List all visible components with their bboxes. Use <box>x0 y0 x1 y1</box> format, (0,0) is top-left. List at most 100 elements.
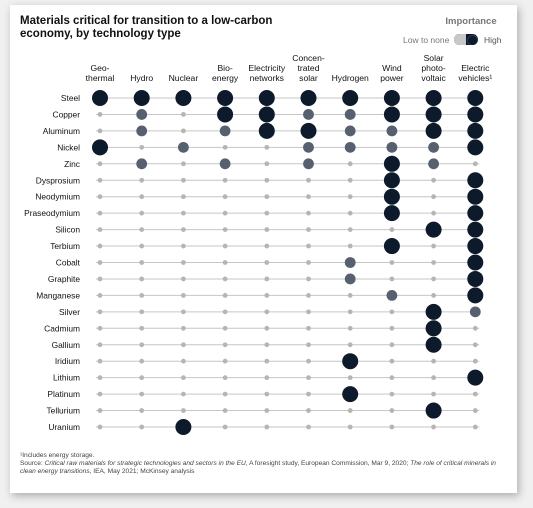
dot-manganese-7 <box>386 290 398 301</box>
dot-steel-9 <box>467 90 484 106</box>
dot-zinc-5 <box>303 158 314 170</box>
dot-neodymium-6 <box>347 194 353 200</box>
dot-steel-6 <box>342 90 359 106</box>
row-steel: Steel <box>61 90 484 106</box>
dot-zinc-6 <box>347 161 353 167</box>
dot-cadmium-2 <box>181 325 186 331</box>
dot-aluminum-8 <box>425 122 442 139</box>
dot-tellurium-2 <box>181 408 186 413</box>
dot-platinum-4 <box>264 391 270 397</box>
dot-steel-8 <box>425 90 442 106</box>
dot-aluminum-0 <box>97 128 103 134</box>
dot-neodymium-0 <box>97 194 103 200</box>
dot-dysprosium-5 <box>306 177 311 183</box>
dot-silver-9 <box>469 306 481 318</box>
dot-platinum-3 <box>222 391 228 397</box>
dot-gallium-2 <box>181 342 186 348</box>
dot-aluminum-6 <box>344 125 356 137</box>
dot-silicon-1 <box>139 227 145 233</box>
dot-terbium-4 <box>264 243 270 249</box>
dot-cobalt-9 <box>467 254 484 271</box>
dot-manganese-0 <box>97 293 103 298</box>
row-label: Cadmium <box>44 323 80 333</box>
dot-platinum-0 <box>97 391 103 397</box>
dot-dysprosium-1 <box>139 177 145 183</box>
dot-steel-4 <box>258 90 275 106</box>
dot-lithium-9 <box>467 369 484 386</box>
dot-manganese-9 <box>467 287 484 304</box>
dot-cadmium-1 <box>139 325 145 331</box>
dot-graphite-4 <box>264 276 270 282</box>
dot-dysprosium-7 <box>383 172 400 189</box>
dot-zinc-4 <box>264 161 270 167</box>
row-label: Uranium <box>48 422 80 432</box>
dot-platinum-1 <box>139 391 145 397</box>
row-praseodymium: Praseodymium <box>24 205 484 222</box>
column-header-3: Bio-energy <box>212 63 239 83</box>
dot-dysprosium-6 <box>347 177 353 183</box>
row-gallium: Gallium <box>52 336 480 353</box>
dot-neodymium-1 <box>139 194 145 200</box>
dot-dysprosium-2 <box>181 177 186 183</box>
dot-uranium-3 <box>222 424 228 430</box>
dot-nickel-3 <box>222 144 228 150</box>
dot-silicon-5 <box>306 227 311 233</box>
dot-neodymium-4 <box>264 194 270 200</box>
dot-cobalt-6 <box>344 257 356 268</box>
dot-terbium-5 <box>306 243 311 249</box>
dot-copper-4 <box>258 106 275 123</box>
dot-graphite-5 <box>306 276 311 282</box>
dot-copper-1 <box>136 109 148 120</box>
row-tellurium: Tellurium <box>46 402 480 419</box>
dot-manganese-5 <box>306 293 311 298</box>
dot-tellurium-5 <box>306 408 311 413</box>
row-label: Copper <box>53 109 81 119</box>
dot-nickel-6 <box>344 141 356 153</box>
dot-silver-8 <box>425 303 442 320</box>
dot-silver-1 <box>139 309 145 315</box>
chart-card: Materials critical for transition to a l… <box>10 5 517 493</box>
column-header-9: Electric vehicles¹ <box>458 63 492 83</box>
dot-silver-3 <box>222 309 228 315</box>
column-header-6: Hydrogen <box>332 73 369 83</box>
dot-steel-3 <box>217 90 234 106</box>
dot-cobalt-0 <box>97 260 103 265</box>
row-platinum: Platinum <box>47 386 480 403</box>
dot-nickel-0 <box>92 139 108 156</box>
row-label: Lithium <box>53 373 80 383</box>
legend-scale-icon <box>454 34 478 45</box>
dot-iridium-8 <box>431 358 436 364</box>
dot-copper-5 <box>303 109 314 120</box>
dot-terbium-0 <box>97 243 103 249</box>
dot-platinum-9 <box>472 391 478 397</box>
row-label: Graphite <box>48 274 80 284</box>
row-dysprosium: Dysprosium <box>36 172 484 189</box>
dot-neodymium-9 <box>467 188 484 205</box>
dot-cadmium-3 <box>222 325 228 331</box>
row-label: Manganese <box>36 290 80 300</box>
dot-graphite-6 <box>344 273 356 285</box>
dot-praseodymium-7 <box>383 205 400 222</box>
row-label: Dysprosium <box>36 175 80 185</box>
legend-high-label: High <box>484 35 502 45</box>
chart-title: Materials critical for transition to a l… <box>20 15 273 40</box>
dot-neodymium-2 <box>181 194 186 200</box>
dot-neodymium-8 <box>431 194 436 200</box>
dot-zinc-8 <box>428 158 439 170</box>
row-label: Terbium <box>50 241 80 251</box>
dot-terbium-9 <box>467 238 484 255</box>
dot-dysprosium-4 <box>264 177 270 183</box>
dot-neodymium-7 <box>383 188 400 205</box>
row-label: Cobalt <box>56 258 81 268</box>
dot-iridium-9 <box>472 358 478 364</box>
dot-steel-0 <box>92 90 108 106</box>
dot-nickel-7 <box>386 141 398 153</box>
dot-zinc-1 <box>136 158 148 170</box>
legend-low-label: Low to none <box>403 35 450 45</box>
dot-gallium-4 <box>264 342 270 348</box>
row-label: Tellurium <box>46 406 80 416</box>
dot-aluminum-5 <box>300 122 317 139</box>
dot-cobalt-4 <box>264 260 270 265</box>
dot-gallium-1 <box>139 342 145 348</box>
dot-cadmium-8 <box>425 320 442 337</box>
